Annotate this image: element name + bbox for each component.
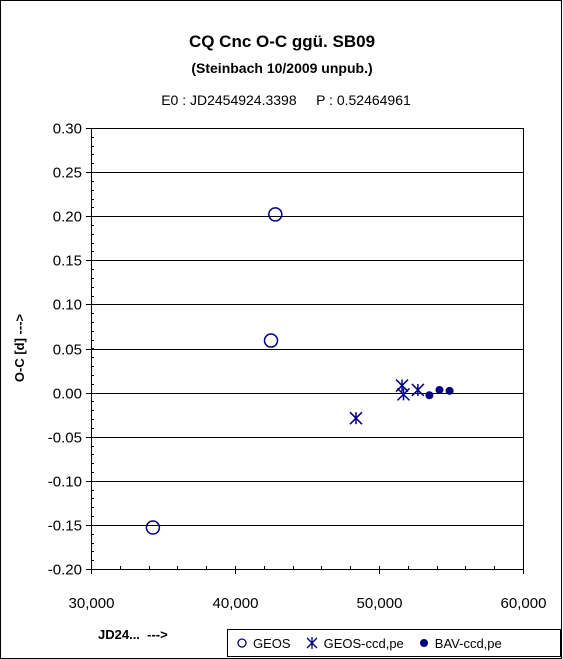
y-tick-label: -0.05 bbox=[48, 430, 82, 447]
filled-circle-icon bbox=[419, 639, 428, 647]
x-tick-label: 60,000 bbox=[501, 595, 547, 612]
data-point-geos bbox=[145, 520, 161, 535]
legend-label: BAV-ccd,pe bbox=[434, 635, 502, 651]
y-tick-label: 0.00 bbox=[53, 386, 82, 403]
data-point-bav-ccd bbox=[425, 391, 434, 400]
axes bbox=[86, 128, 524, 574]
y-tick-label: 0.15 bbox=[53, 253, 82, 270]
data-point-bav-ccd bbox=[435, 385, 444, 394]
chart-title: CQ Cnc O-C ggü. SB09 bbox=[189, 32, 375, 51]
x-tick-label: 30,000 bbox=[69, 595, 115, 612]
chart-subtitle: (Steinbach 10/2009 unpub.) bbox=[191, 60, 372, 76]
data-points bbox=[145, 207, 454, 535]
y-tick-label: 0.30 bbox=[53, 121, 82, 138]
y-tick-label: 0.25 bbox=[53, 165, 82, 182]
open-circle-icon bbox=[237, 638, 247, 648]
y-tick-label: 0.10 bbox=[53, 297, 82, 314]
data-point-geos bbox=[268, 207, 283, 222]
legend-label: GEOS bbox=[253, 635, 291, 651]
legend-item-geos: GEOS bbox=[236, 636, 291, 651]
y-tick-label: 0.05 bbox=[53, 342, 82, 359]
data-point-geos-ccd bbox=[396, 387, 411, 401]
data-point-geos-ccd bbox=[411, 383, 425, 397]
legend-label: GEOS-ccd,pe bbox=[323, 635, 404, 651]
tick-labels: 0.30 0.25 0.20 0.15 0.10 0.05 0.00 -0.05 -0.10 -0… bbox=[48, 121, 547, 613]
y-tick-label: -0.10 bbox=[48, 474, 82, 491]
elements-text: E0 : JD2454924.3398 P : 0.52464961 bbox=[161, 92, 411, 108]
y-tick-label: 0.20 bbox=[53, 209, 82, 226]
legend-item-geos-ccd: GEOS-ccd,pe bbox=[305, 636, 404, 651]
x-axis-label: JD24... ---> bbox=[98, 627, 168, 642]
data-point-bav-ccd bbox=[445, 386, 454, 395]
data-point-geos bbox=[263, 333, 279, 348]
legend-item-bav-ccd: BAV-ccd,pe bbox=[418, 636, 502, 651]
x-tick-label: 50,000 bbox=[357, 595, 403, 612]
y-tick-label: -0.20 bbox=[48, 562, 82, 579]
y-tick-label: -0.15 bbox=[48, 518, 82, 535]
asterisk-icon bbox=[306, 637, 318, 649]
legend: GEOS GEOS-ccd,pe BAV-ccd,pe bbox=[227, 629, 561, 657]
x-tick-label: 40,000 bbox=[213, 595, 259, 612]
data-point-geos-ccd bbox=[349, 411, 363, 425]
y-axis-label: O-C [d] ---> bbox=[12, 313, 27, 382]
